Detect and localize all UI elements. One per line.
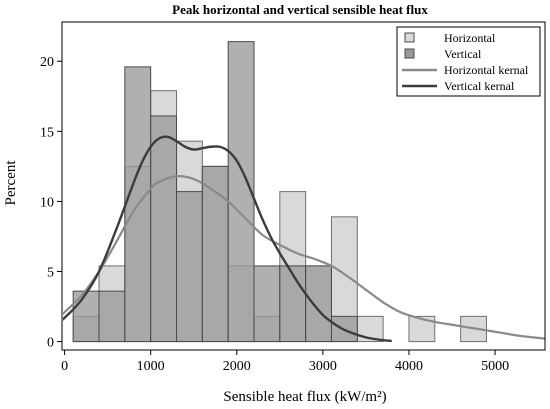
vertical-kernel-curve bbox=[63, 135, 392, 343]
legend-swatch-horizontal bbox=[404, 32, 415, 43]
legend: Horizontal Vertical Horizontal kernal Verti… bbox=[396, 26, 541, 97]
y-axis-label: Percent bbox=[3, 160, 19, 206]
x-tick-label: 2000 bbox=[223, 359, 251, 374]
vertical-bar bbox=[227, 41, 255, 343]
chart-title: Peak horizontal and vertical sensible he… bbox=[172, 2, 428, 17]
vertical-bar bbox=[330, 315, 358, 343]
vertical-bar bbox=[305, 265, 332, 343]
vertical-bars-group bbox=[72, 41, 358, 343]
vertical-bar bbox=[279, 265, 307, 343]
horizontal-kernel-curve bbox=[63, 174, 545, 340]
vertical-bar bbox=[72, 290, 100, 343]
legend-label-vertical: Vertical bbox=[444, 47, 482, 61]
x-tick-label: 5000 bbox=[481, 359, 509, 374]
vertical-bar bbox=[201, 165, 229, 343]
x-tick-label: 0 bbox=[61, 359, 68, 374]
vertical-bar bbox=[176, 191, 203, 343]
axes-group: 0 1000 2000 3000 4000 5000 0 5 10 15 20 bbox=[40, 21, 546, 374]
legend-swatch-vertical bbox=[404, 48, 415, 59]
x-tick-label: 1000 bbox=[137, 359, 165, 374]
kernel-curves-group bbox=[63, 135, 545, 343]
vertical-bar bbox=[98, 290, 126, 343]
y-tick-label: 15 bbox=[40, 125, 54, 140]
y-tick-label: 5 bbox=[47, 266, 54, 281]
legend-label-horizontal: Horizontal bbox=[444, 31, 496, 45]
x-axis-label: Sensible heat flux (kW/m²) bbox=[223, 389, 386, 405]
y-tick-label: 0 bbox=[47, 336, 54, 351]
x-tick-label: 3000 bbox=[309, 359, 337, 374]
legend-box bbox=[396, 26, 541, 97]
legend-label-horizontal-kernal: Horizontal kernal bbox=[444, 63, 529, 77]
legend-label-vertical-kernal: Vertical kernal bbox=[444, 79, 515, 93]
y-tick-label: 10 bbox=[40, 195, 54, 210]
y-tick-label: 20 bbox=[40, 55, 54, 70]
x-tick-label: 4000 bbox=[395, 359, 423, 374]
vertical-bar bbox=[253, 265, 281, 343]
plot-frame bbox=[61, 21, 546, 351]
vertical-bar bbox=[150, 115, 178, 343]
